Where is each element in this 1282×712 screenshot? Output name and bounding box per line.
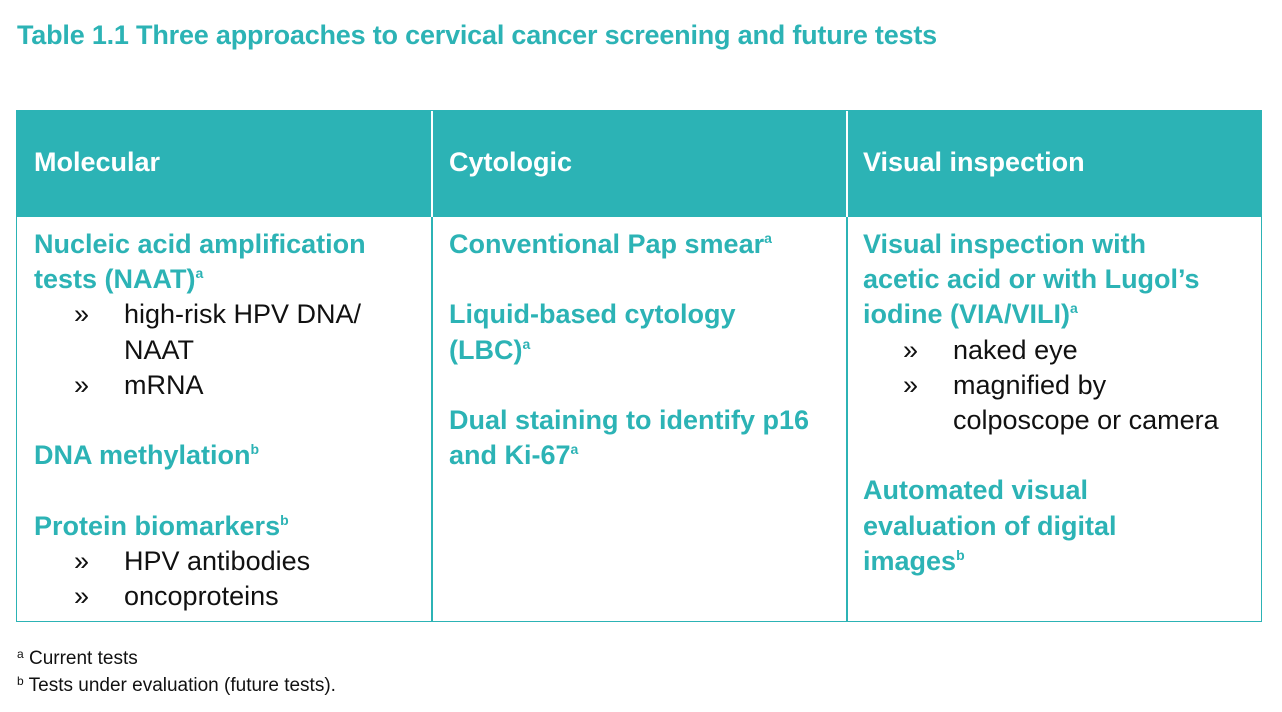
list-item: » mRNA — [74, 369, 204, 400]
cell-visual-inspection: Visual inspection with acetic acid or wit… — [863, 227, 1258, 579]
via-vili-heading: Visual inspection with acetic acid or wit… — [863, 229, 1200, 330]
header-cytologic: Cytologic — [449, 147, 573, 177]
naat-heading: Nucleic acid amplification tests (NAAT)a — [34, 229, 366, 295]
header-visual-inspection: Visual inspection — [863, 147, 1085, 177]
pap-smear-heading: Conventional Pap smeara — [449, 229, 772, 259]
footnote-b: b Tests under evaluation (future tests). — [17, 674, 336, 696]
table-title: Table 1.1 Three approaches to cervical c… — [17, 20, 937, 50]
column-divider — [431, 217, 433, 621]
footnote-a: a Current tests — [17, 647, 138, 669]
dual-staining-heading: Dual staining to identify p16 and Ki-67a — [449, 404, 810, 471]
cell-molecular: Nucleic acid amplification tests (NAAT)a … — [34, 227, 424, 614]
screening-table: Molecular Cytologic Visual inspection Nu… — [16, 110, 1262, 622]
table-header: Molecular Cytologic Visual inspection — [17, 111, 1261, 217]
list-item: » HPV antibodies — [74, 545, 311, 576]
automated-visual-heading: Automated visual evaluation of digital ima… — [863, 475, 1117, 576]
dna-methylation-heading: DNA methylationb — [34, 440, 260, 471]
column-divider — [846, 217, 848, 621]
cell-cytologic: Conventional Pap smeara Liquid-based cyt… — [449, 227, 844, 473]
header-divider — [846, 111, 848, 217]
lbc-heading: Liquid-based cytology (LBC)a — [449, 299, 736, 365]
list-item: » oncoproteins — [74, 581, 279, 611]
list-item: » magnified by colposcope or camera — [903, 369, 1219, 436]
list-item: » high-risk HPV DNA/NAAT — [74, 299, 362, 365]
header-divider — [431, 111, 433, 217]
header-molecular: Molecular — [34, 147, 161, 177]
list-item: » naked eye — [903, 334, 1078, 365]
protein-biomarkers-heading: Protein biomarkersb — [34, 510, 289, 541]
